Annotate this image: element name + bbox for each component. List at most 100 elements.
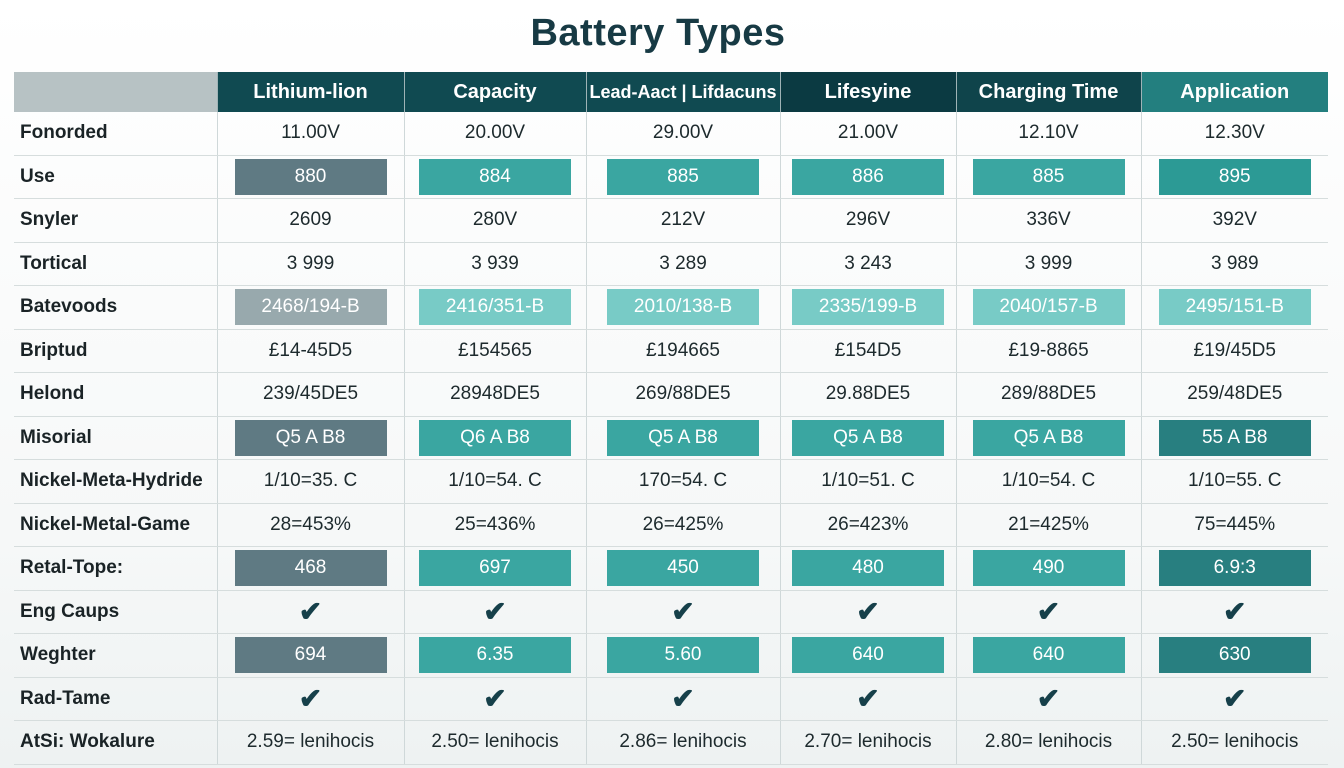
- table-cell: 2.50= lenihocis: [403, 720, 586, 765]
- table-cell: 21=425%: [955, 503, 1141, 547]
- table-cell: 20.00V: [403, 112, 586, 156]
- table-cell: £19-8865: [955, 329, 1141, 373]
- table-cell: 2.86= lenihocis: [585, 720, 780, 765]
- row-label: Weghter: [14, 633, 217, 678]
- value-pill: 2495/151-B: [1158, 289, 1311, 326]
- table-cell: 2040/157-B: [955, 285, 1141, 330]
- table-row: Use 880 884 885 886 885 895: [14, 155, 1328, 199]
- table-cell: ✔: [1140, 590, 1328, 634]
- value-pill: 468: [234, 550, 387, 587]
- table-row: Batevoods 2468/194-B 2416/351-B 2010/138-B 2…: [14, 285, 1328, 330]
- value-pill: Q5 A B8: [234, 419, 387, 456]
- row-label: Nickel-Metal-Game: [14, 503, 217, 547]
- table-cell: ✔: [585, 590, 780, 634]
- value-pill: 6.35: [419, 637, 571, 674]
- table-cell: 29.88DE5: [779, 372, 956, 417]
- table-cell: ✔: [955, 590, 1141, 634]
- checkmark-icon: ✔: [671, 596, 695, 628]
- table-cell: 3 939: [403, 242, 586, 286]
- checkmark-icon: ✔: [856, 596, 880, 628]
- table-cell: 630: [1140, 633, 1328, 678]
- table-cell: 480: [779, 546, 956, 591]
- table-cell: Q5 A B8: [585, 416, 780, 460]
- table-cell: Q6 A B8: [403, 416, 586, 460]
- table-cell: 884: [403, 155, 586, 199]
- row-label: Retal-Tope:: [14, 546, 217, 591]
- table-row: Nickel-Metal-Game 28=453% 25=436% 26=425% 26…: [14, 503, 1328, 547]
- row-label: Tortical: [14, 242, 217, 286]
- table-cell: 296V: [779, 198, 956, 243]
- table-cell: 880: [216, 155, 404, 199]
- checkmark-icon: ✔: [298, 683, 323, 715]
- checkmark-icon: ✔: [483, 683, 507, 715]
- table-cell: 239/45DE5: [216, 372, 404, 417]
- battery-table: Lithium-lion Capacity Lead-Aact | Lifdac…: [14, 72, 1328, 765]
- column-header: Lifesyine: [779, 72, 956, 112]
- value-pill: 2010/138-B: [607, 289, 759, 326]
- table-row: AtSi: Wokalure 2.59= lenihocis 2.50= lenih…: [14, 720, 1328, 765]
- table-cell: Q5 A B8: [216, 416, 404, 460]
- table-cell: ✔: [779, 677, 956, 721]
- column-header: Capacity: [403, 72, 586, 112]
- table-cell: 280V: [403, 198, 586, 243]
- table-cell: £154D5: [779, 329, 956, 373]
- table-cell: 1/10=54. C: [955, 459, 1141, 504]
- table-cell: 170=54. C: [585, 459, 780, 504]
- table-cell: 3 243: [779, 242, 956, 286]
- value-pill: 694: [234, 637, 387, 674]
- table-cell: ✔: [403, 677, 586, 721]
- table-cell: 26=423%: [779, 503, 956, 547]
- value-pill: Q5 A B8: [607, 419, 759, 456]
- column-header: Charging Time: [955, 72, 1141, 112]
- value-pill: 490: [972, 550, 1125, 587]
- row-label: Nickel-Meta-Hydride: [14, 459, 217, 504]
- table-cell: ✔: [216, 677, 404, 721]
- table-cell: 2609: [216, 198, 404, 243]
- value-pill: 640: [792, 637, 944, 674]
- checkmark-icon: ✔: [1223, 596, 1247, 628]
- value-pill: 2040/157-B: [972, 289, 1125, 326]
- table-cell: 28=453%: [216, 503, 404, 547]
- row-label: Misorial: [14, 416, 217, 460]
- value-pill: 886: [792, 158, 944, 195]
- table-cell: 26=425%: [585, 503, 780, 547]
- table-cell: £14-45D5: [216, 329, 404, 373]
- table-cell: 1/10=35. C: [216, 459, 404, 504]
- value-pill: 2468/194-B: [234, 289, 387, 326]
- table-cell: 259/48DE5: [1140, 372, 1328, 417]
- table-cell: £19/45D5: [1140, 329, 1328, 373]
- table-cell: 2335/199-B: [779, 285, 956, 330]
- checkmark-icon: ✔: [856, 683, 880, 715]
- row-label: Rad-Tame: [14, 677, 217, 721]
- table-row: Rad-Tame ✔ ✔ ✔ ✔ ✔ ✔: [14, 677, 1328, 721]
- value-pill: 6.9:3: [1158, 550, 1311, 587]
- table-cell: 25=436%: [403, 503, 586, 547]
- checkmark-icon: ✔: [298, 596, 323, 628]
- header-corner: [14, 72, 217, 112]
- table-cell: 212V: [585, 198, 780, 243]
- table-row: Briptud £14-45D5 £154565 £194665 £154D5 £19-8…: [14, 329, 1328, 373]
- table-cell: 2.59= lenihocis: [216, 720, 404, 765]
- table-cell: ✔: [216, 590, 404, 634]
- column-header: Lithium-lion: [216, 72, 404, 112]
- table-cell: 6.35: [403, 633, 586, 678]
- table-cell: 392V: [1140, 198, 1328, 243]
- table-cell: 12.30V: [1140, 112, 1328, 156]
- table-cell: 289/88DE5: [955, 372, 1141, 417]
- row-label: Use: [14, 155, 217, 199]
- value-pill: Q5 A B8: [972, 419, 1125, 456]
- table-cell: ✔: [585, 677, 780, 721]
- table-cell: 885: [585, 155, 780, 199]
- checkmark-icon: ✔: [1036, 596, 1061, 628]
- table-cell: 2416/351-B: [403, 285, 586, 330]
- table-row: Helond 239/45DE5 28948DE5 269/88DE5 29.88DE5…: [14, 372, 1328, 417]
- table-cell: ✔: [955, 677, 1141, 721]
- column-header: Application: [1140, 72, 1328, 112]
- table-cell: 2495/151-B: [1140, 285, 1328, 330]
- row-label: Eng Caups: [14, 590, 217, 634]
- table-cell: 468: [216, 546, 404, 591]
- table-row: Weghter 694 6.35 5.60 640 640 630: [14, 633, 1328, 678]
- value-pill: 55 A B8: [1158, 419, 1311, 456]
- table-cell: 450: [585, 546, 780, 591]
- table-cell: 2.50= lenihocis: [1140, 720, 1328, 765]
